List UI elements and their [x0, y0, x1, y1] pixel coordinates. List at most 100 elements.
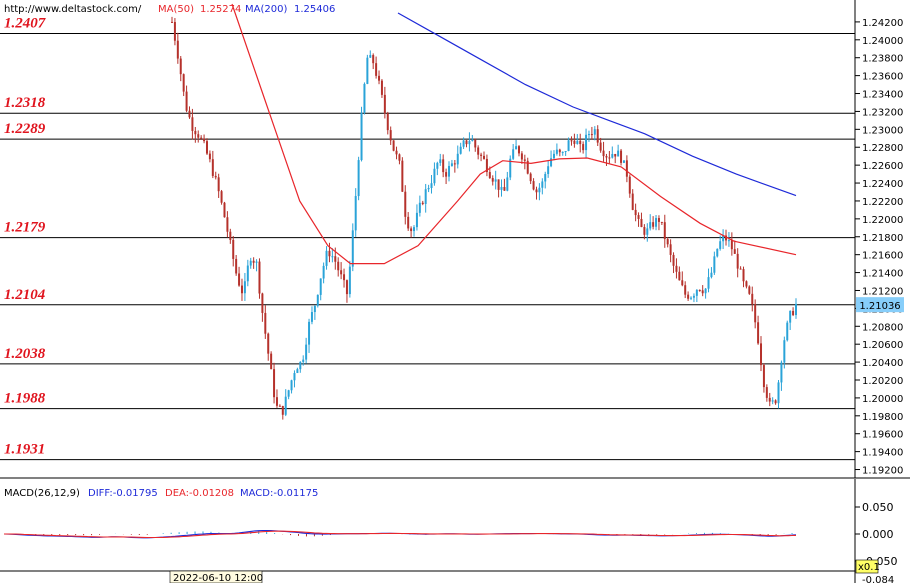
candle-body	[430, 183, 433, 189]
candle-body	[547, 166, 550, 175]
current-price-box	[856, 297, 904, 313]
zoom-box[interactable]	[855, 559, 879, 574]
candle-body	[506, 177, 509, 191]
candle-body	[678, 271, 681, 281]
candle-body	[576, 140, 579, 144]
candle-body	[273, 369, 276, 398]
ma50-label: MA(50)	[158, 4, 194, 15]
candle-body	[354, 196, 357, 231]
candle-body	[488, 172, 491, 179]
candle-body	[760, 343, 763, 366]
candle-body	[710, 272, 713, 278]
price-tick-label: 1.24000	[862, 36, 903, 47]
candle-body	[494, 179, 497, 182]
ma50-line	[231, 3, 797, 265]
candle-body	[465, 140, 468, 145]
candle-body	[698, 289, 701, 291]
candle-body	[517, 146, 520, 154]
candle-body	[287, 390, 290, 397]
candle-body	[631, 193, 634, 210]
candle-body	[733, 249, 736, 254]
zoom-label[interactable]: x0.1	[858, 562, 880, 573]
candle-body	[398, 154, 401, 161]
price-tick-label: 1.19400	[862, 448, 903, 459]
candle-body	[535, 189, 538, 193]
candle-body	[345, 280, 348, 295]
candle-body	[238, 273, 241, 286]
candle-body	[617, 150, 620, 157]
candle-body	[252, 260, 255, 263]
candle-body	[529, 173, 532, 182]
candle-body	[448, 165, 451, 177]
candle-body	[704, 288, 707, 294]
candle-body	[176, 40, 179, 59]
candle-body	[290, 380, 293, 391]
candle-body	[561, 151, 564, 153]
candle-body	[415, 212, 418, 228]
candle-body	[348, 266, 351, 295]
candle-body	[258, 261, 261, 294]
candle-body	[485, 158, 488, 173]
candle-body	[590, 134, 593, 136]
candle-body	[197, 134, 200, 138]
candle-body	[375, 63, 378, 76]
candle-body	[383, 94, 386, 114]
candle-body	[727, 240, 730, 242]
candle-body	[275, 397, 278, 406]
candle-body	[293, 373, 296, 381]
candle-body	[690, 297, 693, 299]
candle-body	[500, 187, 503, 190]
level-label: 1.2104	[4, 287, 46, 303]
candle-body	[413, 227, 416, 232]
candle-body	[605, 156, 608, 158]
candle-body	[786, 322, 789, 341]
price-tick-label: 1.22400	[862, 179, 903, 190]
candle-body	[520, 153, 523, 160]
candle-body	[649, 222, 652, 229]
price-tick-label: 1.22200	[862, 197, 903, 208]
candle-body	[611, 153, 614, 158]
candle-body	[663, 222, 666, 240]
candles-layer	[171, 16, 797, 420]
candle-body	[474, 139, 477, 148]
candle-body	[351, 230, 354, 267]
candle-body	[401, 160, 404, 192]
candle-body	[497, 179, 500, 190]
macd-tick-label: 0.000	[862, 528, 894, 541]
price-tick-label: 1.20400	[862, 358, 903, 369]
macd-clipped-tick: -0.084	[862, 575, 894, 583]
candle-body	[795, 303, 797, 316]
candle-body	[754, 304, 757, 323]
candle-body	[337, 261, 340, 271]
ma200-value: 1.25406	[294, 4, 335, 15]
candle-body	[173, 22, 176, 41]
candle-body	[582, 144, 585, 151]
candle-body	[483, 155, 485, 159]
candle-body	[602, 150, 605, 157]
candle-body	[596, 129, 599, 143]
candle-body	[436, 162, 439, 169]
price-tick-label: 1.21600	[862, 251, 903, 262]
candle-body	[480, 154, 483, 156]
macd-pane: 0.050 0.000 -0.050 MACD(26,12,9) DIFF:-0…	[3, 479, 897, 583]
candle-body	[707, 277, 710, 289]
candle-body	[567, 140, 570, 151]
candle-body	[765, 387, 768, 398]
candle-body	[284, 396, 287, 415]
candle-body	[343, 274, 346, 281]
price-tick-label: 1.19800	[862, 412, 903, 423]
candle-body	[768, 397, 771, 402]
candle-body	[439, 159, 442, 163]
candle-body	[217, 177, 220, 192]
candle-body	[719, 241, 722, 249]
candle-body	[366, 57, 369, 84]
candle-body	[585, 134, 588, 151]
candle-body	[179, 58, 182, 75]
candle-body	[789, 310, 792, 323]
candle-body	[331, 256, 334, 258]
candle-body	[267, 333, 270, 354]
candle-body	[587, 134, 590, 136]
price-tick-label: 1.20200	[862, 376, 903, 387]
